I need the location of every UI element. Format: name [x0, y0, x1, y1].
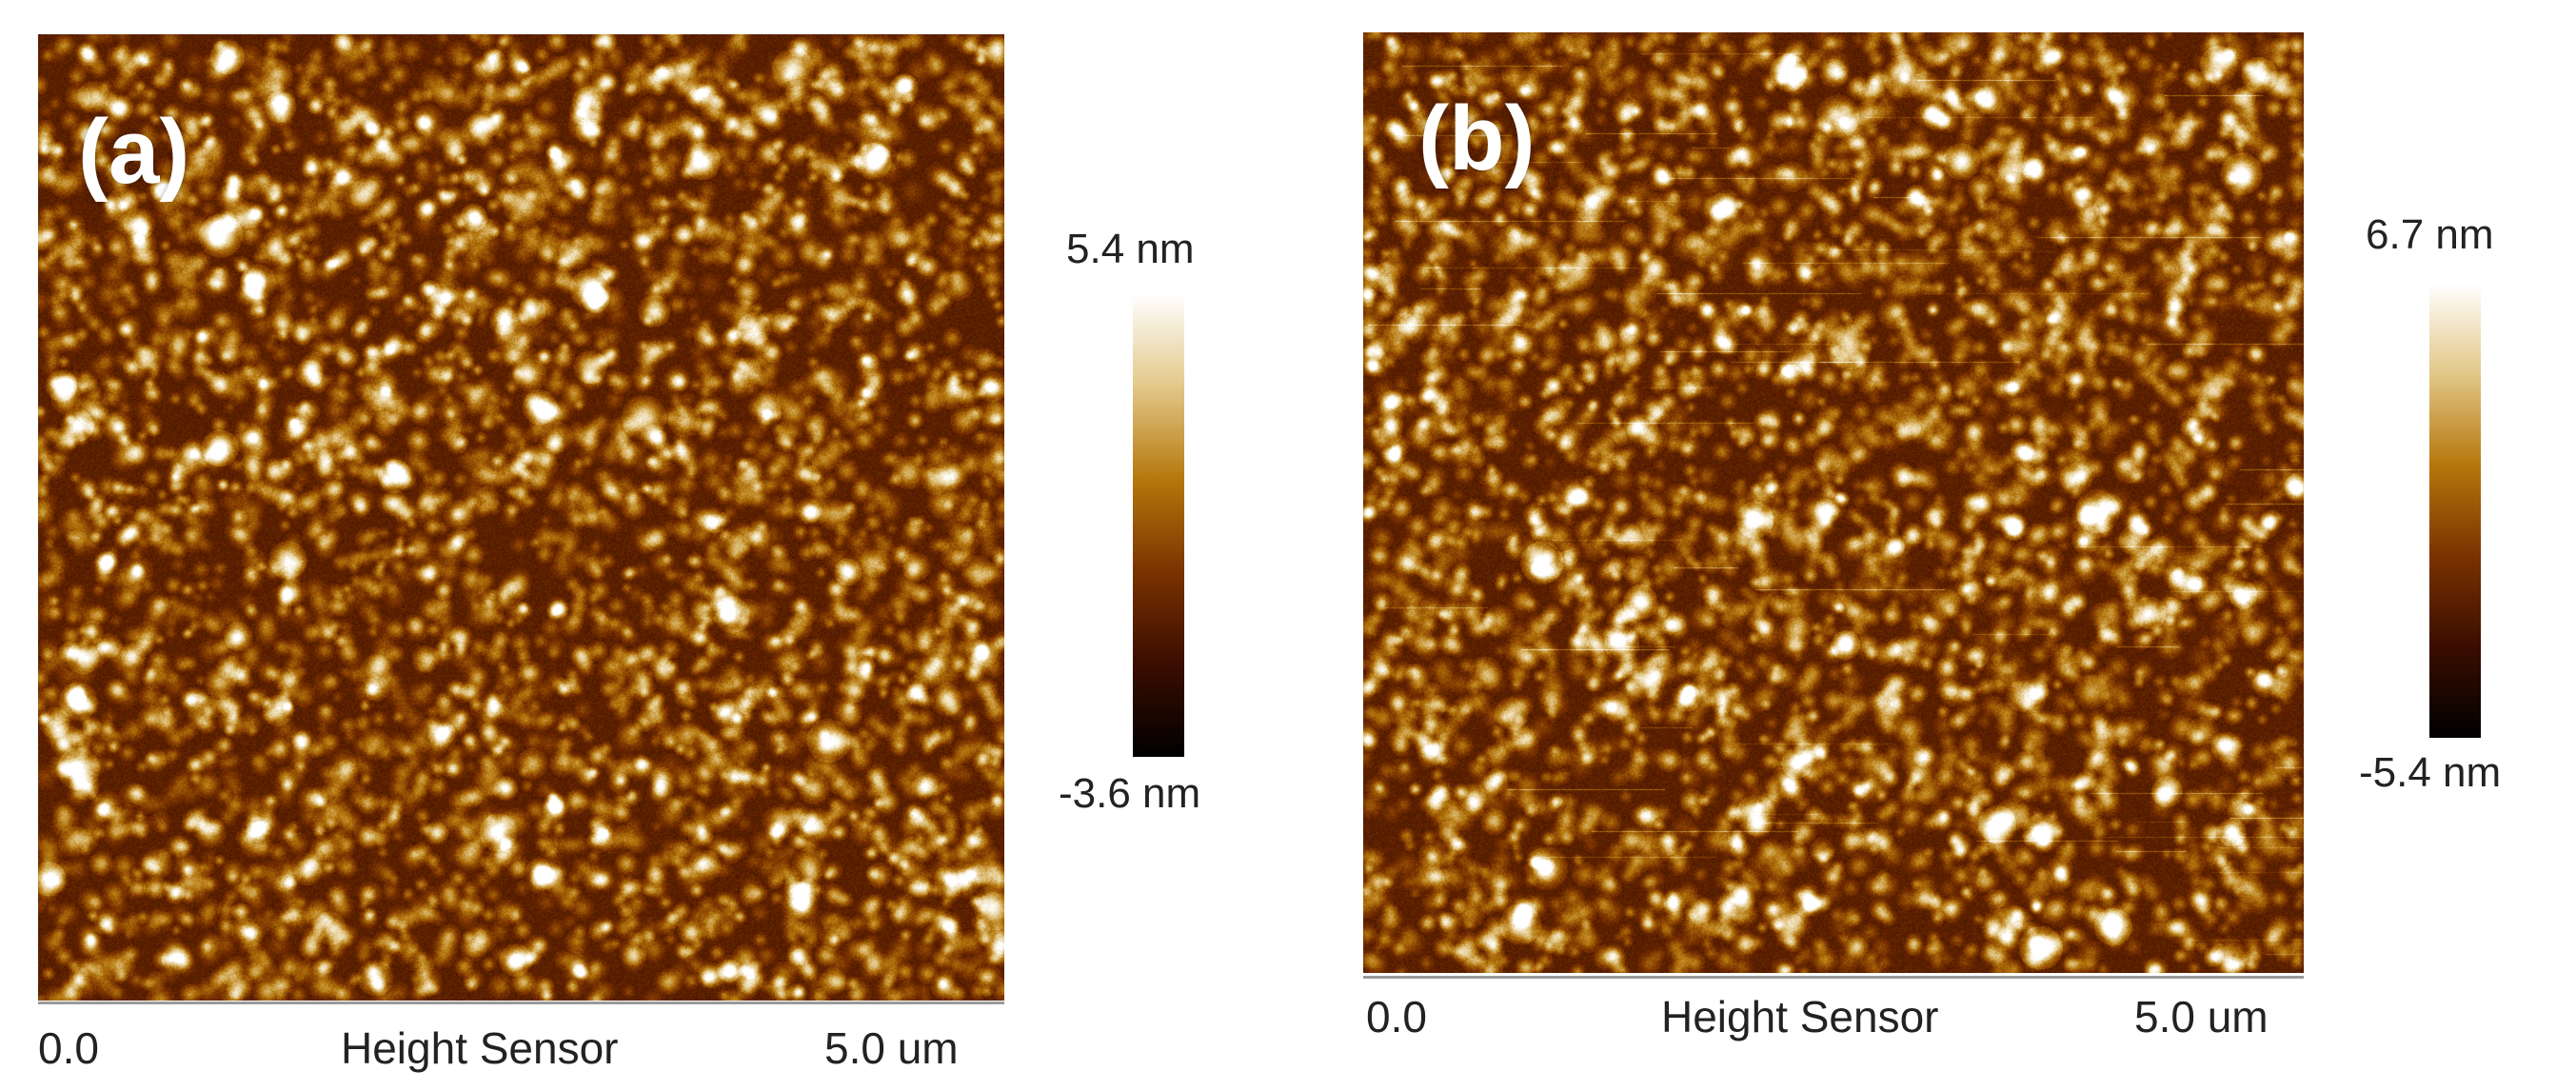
x-axis-line-a	[38, 1002, 1004, 1004]
colorbar-b	[2429, 284, 2481, 738]
colorbar-max-b: 6.7 nm	[2366, 211, 2494, 258]
channel-label-b: Height Sensor	[1661, 992, 1939, 1041]
x-axis-line-b	[1363, 976, 2304, 979]
colorbar-a	[1133, 295, 1184, 757]
x-axis-start-b: 0.0	[1366, 992, 1427, 1041]
colorbar-min-b: -5.4 nm	[2359, 749, 2502, 796]
afm-height-image-a	[38, 34, 1004, 1001]
colorbar-min-a: -3.6 nm	[1059, 770, 1201, 817]
panel-label-b: (b)	[1418, 88, 1536, 189]
x-axis-end-a: 5.0 um	[824, 1023, 959, 1073]
x-axis-end-b: 5.0 um	[2134, 992, 2269, 1041]
afm-height-image-b	[1363, 32, 2304, 973]
panel-label-a: (a)	[78, 101, 190, 203]
channel-label-a: Height Sensor	[341, 1023, 619, 1073]
x-axis-start-a: 0.0	[38, 1023, 99, 1073]
colorbar-max-a: 5.4 nm	[1066, 226, 1195, 272]
